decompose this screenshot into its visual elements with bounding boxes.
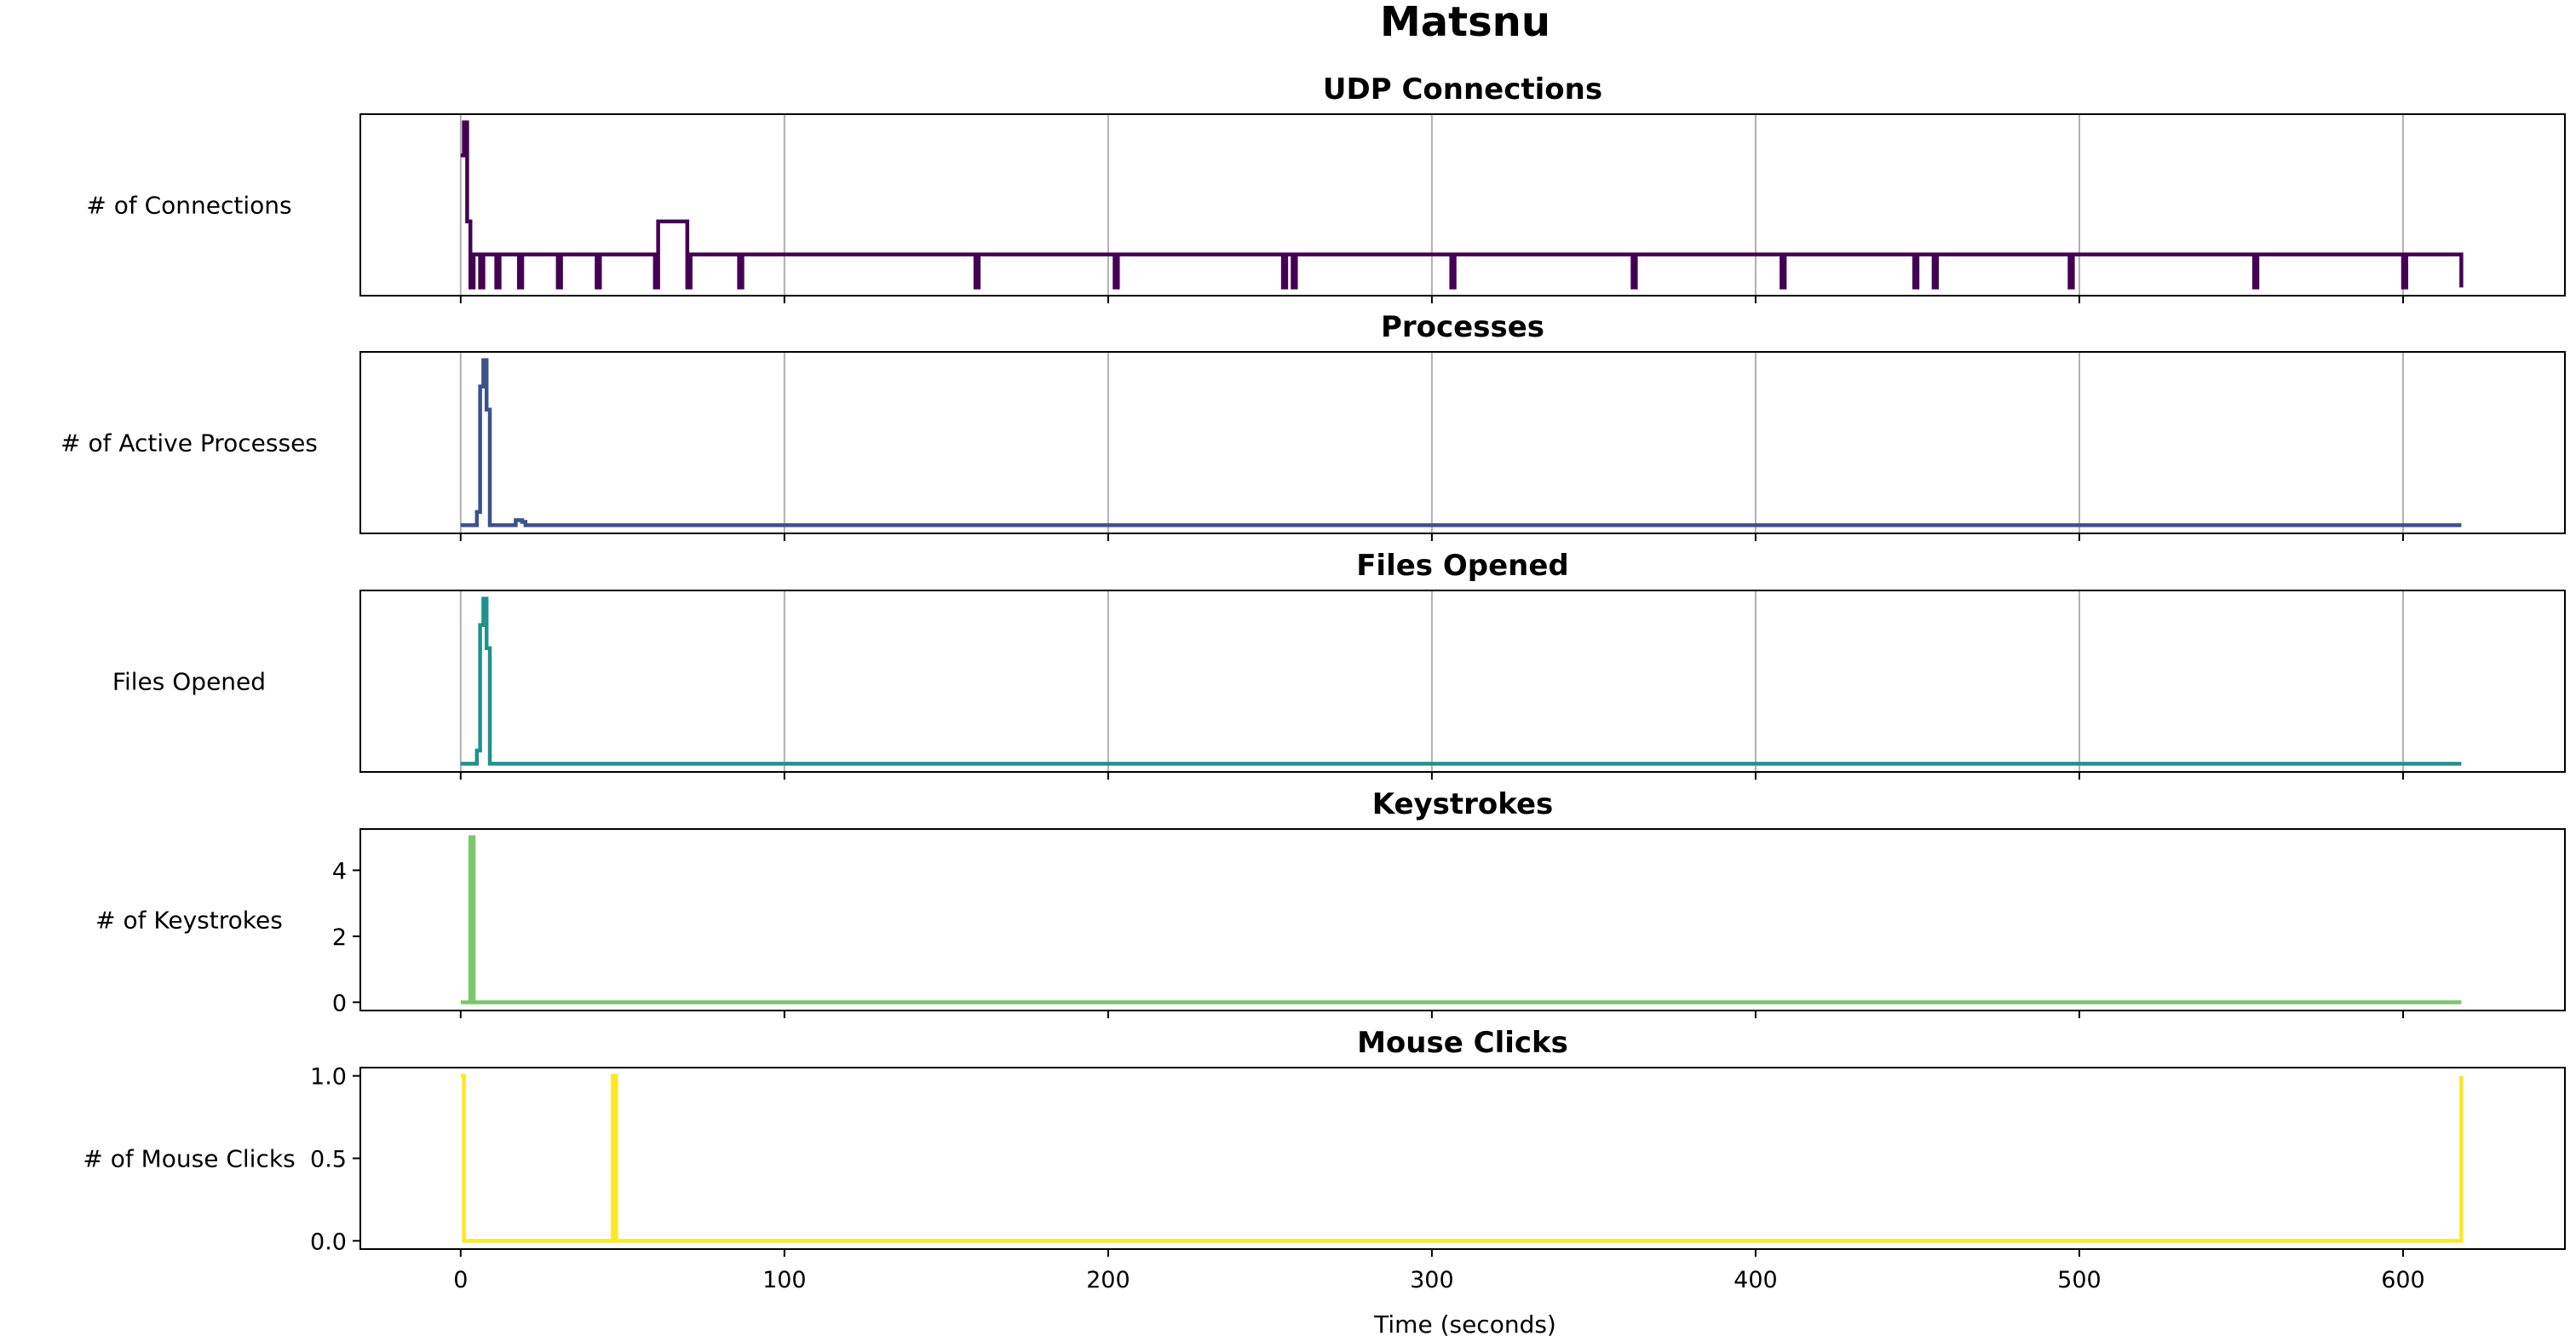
panel-processes: Processes # of Active Processes [60, 310, 2566, 541]
y-tick-label: 2 [332, 924, 347, 951]
series-line [460, 358, 2462, 527]
panel-mouse-clicks: Mouse Clicks # of Mouse Clicks 0 100 200 300 4… [83, 1026, 2566, 1293]
figure-title: Matsnu [1380, 0, 1550, 46]
y-tick-label: 0 [332, 990, 347, 1016]
plot-frame [359, 590, 2566, 773]
panel-title: Keystrokes [1372, 787, 1554, 821]
plot-frame [359, 113, 2566, 297]
x-tick-label: 600 [2381, 1267, 2425, 1293]
x-tick-label: 0 [453, 1267, 468, 1293]
x-tick-label: 400 [1734, 1267, 1778, 1293]
panel-title: Processes [1381, 310, 1544, 344]
plot-frame [359, 828, 2566, 1011]
panel-title: Mouse Clicks [1357, 1026, 1568, 1060]
panel-udp-connections: UDP Connections # of Connections [86, 72, 2566, 303]
panel-title: UDP Connections [1323, 72, 1602, 107]
x-axis-label: Time (seconds) [1373, 1310, 1556, 1336]
panel-files-opened: Files Opened Files Opened [112, 549, 2566, 780]
x-tick-label: 200 [1086, 1267, 1130, 1293]
y-axis-label: # of Active Processes [60, 429, 318, 458]
series-line [460, 1074, 2464, 1243]
series-line [460, 596, 2462, 766]
x-tick-label: 300 [1410, 1267, 1454, 1293]
y-tick-label: 0.5 [310, 1147, 347, 1173]
plot-frame [359, 351, 2566, 534]
x-tick-label: 500 [2057, 1267, 2102, 1293]
y-axis-label: # of Keystrokes [95, 907, 283, 935]
y-axis-label: # of Connections [86, 192, 291, 220]
y-axis-label: # of Mouse Clicks [83, 1145, 295, 1173]
panel-keystrokes: Keystrokes # of Keystrokes 0 2 4 [95, 787, 2566, 1018]
panel-title: Files Opened [1356, 549, 1569, 583]
y-tick-label: 4 [332, 858, 347, 884]
y-tick-label: 1.0 [310, 1064, 347, 1091]
plot-frame [359, 1067, 2566, 1250]
y-tick-label: 0.0 [310, 1229, 347, 1255]
x-tick-label: 100 [762, 1267, 807, 1293]
chart-panels: UDP Connections # of Connections Processes… [60, 72, 2566, 1293]
series-line [460, 120, 2464, 290]
series-line [460, 835, 2462, 1005]
y-axis-label: Files Opened [112, 668, 266, 696]
